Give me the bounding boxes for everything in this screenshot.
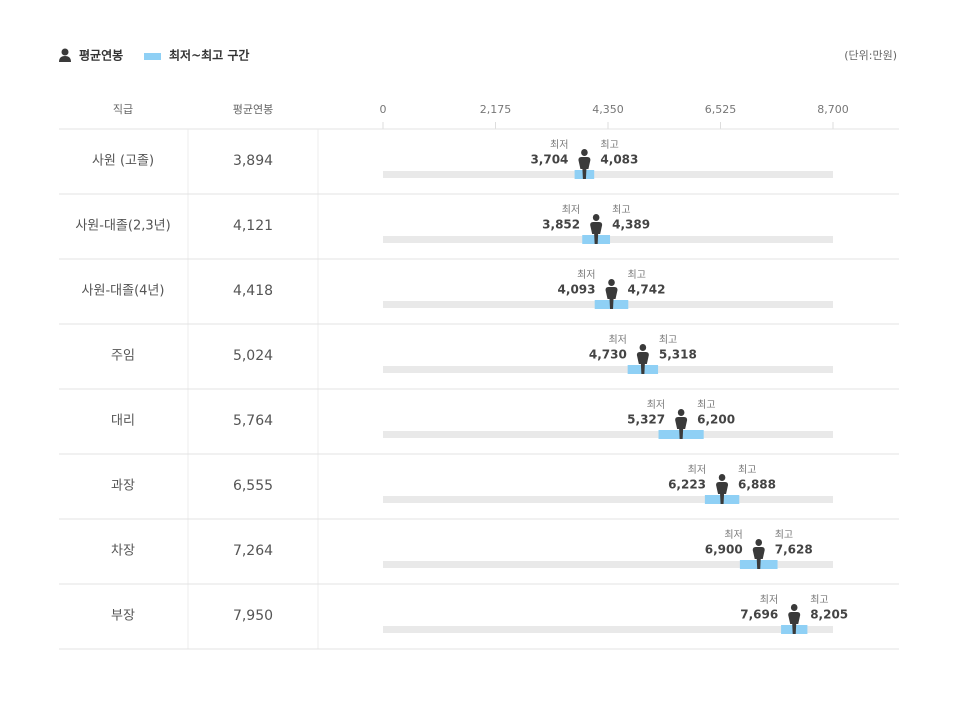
column-header: 직급	[113, 103, 133, 116]
high-caption: 최고	[659, 334, 677, 346]
high-value: 5,318	[659, 348, 697, 362]
high-caption: 최고	[612, 204, 630, 216]
legend-label: 평균연봉	[79, 48, 123, 63]
low-value: 6,223	[668, 478, 706, 492]
average-marker	[605, 278, 618, 309]
average-value: 7,950	[233, 608, 273, 624]
legend-icon-head	[61, 48, 69, 56]
average-value: 5,764	[233, 413, 273, 429]
average-marker	[590, 213, 603, 244]
high-value: 4,389	[612, 218, 650, 232]
average-value: 4,121	[233, 218, 273, 234]
x-tick-label: 0	[380, 103, 387, 116]
high-value: 4,083	[600, 153, 638, 167]
category-label: 주임	[111, 349, 135, 364]
average-value: 7,264	[233, 543, 273, 559]
low-caption: 최저	[724, 529, 742, 541]
track	[383, 626, 833, 633]
low-caption: 최저	[760, 594, 778, 606]
column-header: 평균연봉	[233, 103, 273, 116]
average-marker	[716, 473, 729, 504]
high-value: 6,200	[697, 413, 735, 427]
track	[383, 431, 833, 438]
category-label: 사원-대졸(2,3년)	[75, 219, 170, 234]
category-label: 부장	[111, 609, 135, 624]
category-label: 사원-대졸(4년)	[82, 284, 165, 299]
average-value: 3,894	[233, 153, 273, 169]
x-tick-label: 2,175	[480, 103, 512, 116]
high-caption: 최고	[738, 464, 756, 476]
category-label: 대리	[111, 414, 135, 429]
low-value: 4,730	[589, 348, 627, 362]
legend-label: 최저~최고 구간	[169, 48, 249, 63]
average-marker	[636, 343, 649, 374]
high-value: 4,742	[628, 283, 666, 297]
legend: 평균연봉 최저~최고 구간	[59, 48, 249, 63]
low-value: 7,696	[740, 608, 778, 622]
average-marker	[675, 409, 688, 439]
unit-label: (단위:만원)	[844, 49, 897, 62]
average-marker	[788, 603, 801, 634]
high-caption: 최고	[600, 139, 618, 151]
low-value: 3,704	[530, 153, 568, 167]
average-marker	[578, 148, 591, 179]
track	[383, 496, 833, 503]
high-caption: 최고	[775, 529, 793, 541]
low-caption: 최저	[647, 399, 665, 411]
average-marker	[752, 538, 765, 569]
high-value: 6,888	[738, 478, 776, 492]
category-label: 과장	[111, 479, 135, 494]
category-label: 사원 (고졸)	[92, 154, 154, 169]
x-tick-label: 4,350	[592, 103, 624, 116]
low-caption: 최저	[577, 269, 595, 281]
low-caption: 최저	[608, 334, 626, 346]
low-caption: 최저	[550, 139, 568, 151]
low-value: 4,093	[558, 283, 596, 297]
average-value: 5,024	[233, 348, 273, 364]
track	[383, 366, 833, 373]
low-value: 5,327	[627, 413, 665, 427]
legend-icon-body	[59, 56, 71, 62]
low-caption: 최저	[562, 204, 580, 216]
track	[383, 171, 833, 178]
x-tick-label: 6,525	[705, 103, 737, 116]
track	[383, 561, 833, 568]
high-caption: 최고	[697, 399, 715, 411]
average-value: 6,555	[233, 478, 273, 494]
category-label: 차장	[111, 544, 135, 559]
average-value: 4,418	[233, 283, 273, 299]
low-caption: 최저	[688, 464, 706, 476]
x-tick-label: 8,700	[817, 103, 849, 116]
high-value: 8,205	[810, 608, 848, 622]
legend-swatch	[144, 53, 161, 60]
high-caption: 최고	[628, 269, 646, 281]
high-caption: 최고	[810, 594, 828, 606]
low-value: 3,852	[542, 218, 580, 232]
high-value: 7,628	[775, 543, 813, 557]
low-value: 6,900	[705, 543, 743, 557]
